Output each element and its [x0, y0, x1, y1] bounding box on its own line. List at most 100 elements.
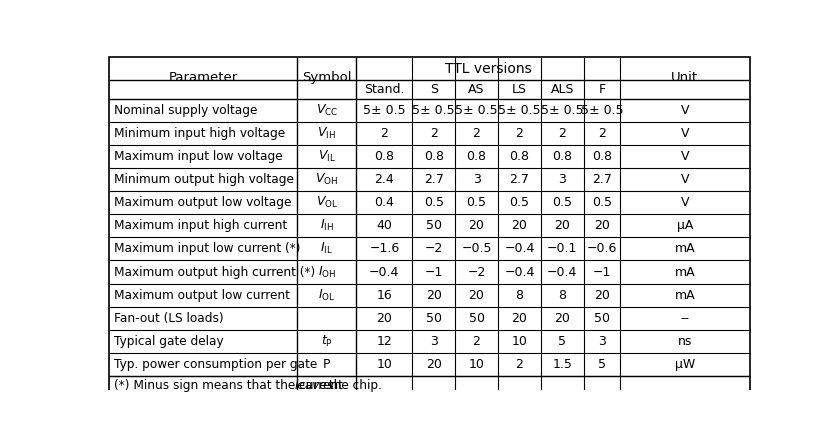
- Text: −1: −1: [592, 265, 611, 279]
- Text: −0.4: −0.4: [547, 265, 577, 279]
- Text: S: S: [430, 83, 437, 96]
- Text: 10: 10: [468, 358, 484, 371]
- Text: ns: ns: [678, 335, 692, 348]
- Text: P: P: [323, 358, 330, 371]
- Text: −1.6: −1.6: [370, 242, 400, 255]
- Text: −1: −1: [425, 265, 442, 279]
- Text: $I_{\mathrm{IL}}$: $I_{\mathrm{IL}}$: [320, 241, 334, 257]
- Text: 2.4: 2.4: [375, 173, 394, 186]
- Text: 20: 20: [426, 289, 442, 302]
- Text: 20: 20: [511, 219, 527, 232]
- Text: 40: 40: [376, 219, 392, 232]
- Text: V: V: [680, 150, 689, 163]
- Text: μA: μA: [677, 219, 693, 232]
- Text: Unit: Unit: [671, 71, 698, 85]
- Text: 8: 8: [558, 289, 566, 302]
- Text: 20: 20: [426, 358, 442, 371]
- Text: 0.5: 0.5: [424, 196, 443, 209]
- Text: 20: 20: [376, 312, 392, 325]
- Text: 5: 5: [558, 335, 566, 348]
- Text: 2: 2: [430, 127, 437, 140]
- Text: 20: 20: [594, 289, 610, 302]
- Text: mA: mA: [675, 265, 696, 279]
- Text: 5± 0.5: 5± 0.5: [455, 104, 498, 117]
- Text: 5± 0.5: 5± 0.5: [541, 104, 583, 117]
- Text: $I_{\mathrm{OH}}$: $I_{\mathrm{OH}}$: [318, 265, 336, 279]
- Text: −0.6: −0.6: [587, 242, 617, 255]
- Text: μW: μW: [675, 358, 695, 371]
- Text: 0.5: 0.5: [552, 196, 572, 209]
- Text: $I_{\mathrm{IH}}$: $I_{\mathrm{IH}}$: [320, 218, 334, 233]
- Text: 1.5: 1.5: [552, 358, 572, 371]
- Text: 2.7: 2.7: [510, 173, 530, 186]
- Text: $V_{\mathrm{OH}}$: $V_{\mathrm{OH}}$: [315, 172, 339, 187]
- Text: 0.5: 0.5: [510, 196, 530, 209]
- Text: 50: 50: [468, 312, 484, 325]
- Text: 0.4: 0.4: [375, 196, 395, 209]
- Text: 12: 12: [376, 335, 392, 348]
- Text: 20: 20: [555, 219, 570, 232]
- Text: Fan-out (LS loads): Fan-out (LS loads): [114, 312, 224, 325]
- Text: 2.7: 2.7: [424, 173, 443, 186]
- Text: 2: 2: [515, 358, 524, 371]
- Text: mA: mA: [675, 289, 696, 302]
- Text: Maximum output high current (*): Maximum output high current (*): [114, 265, 315, 279]
- Text: 20: 20: [468, 219, 484, 232]
- Text: 0.8: 0.8: [592, 150, 612, 163]
- Text: Symbol: Symbol: [302, 71, 351, 85]
- Text: $t_{\mathrm{P}}$: $t_{\mathrm{P}}$: [321, 334, 333, 349]
- Text: 3: 3: [598, 335, 606, 348]
- Text: 3: 3: [473, 173, 480, 186]
- Text: −0.5: −0.5: [461, 242, 492, 255]
- Text: Parameter: Parameter: [168, 71, 238, 85]
- Text: $V_{\mathrm{IH}}$: $V_{\mathrm{IH}}$: [318, 126, 336, 141]
- Text: $I_{\mathrm{OL}}$: $I_{\mathrm{OL}}$: [318, 288, 335, 303]
- Text: 0.8: 0.8: [510, 150, 530, 163]
- Text: $V_{\mathrm{IL}}$: $V_{\mathrm{IL}}$: [318, 149, 336, 164]
- Text: 5± 0.5: 5± 0.5: [412, 104, 455, 117]
- Text: F: F: [598, 83, 606, 96]
- Text: 8: 8: [515, 289, 524, 302]
- Text: V: V: [680, 104, 689, 117]
- Text: −2: −2: [468, 265, 486, 279]
- Text: Maximum input low voltage: Maximum input low voltage: [114, 150, 282, 163]
- Text: Typical gate delay: Typical gate delay: [114, 335, 224, 348]
- Text: 0.8: 0.8: [375, 150, 395, 163]
- Text: 0.5: 0.5: [467, 196, 487, 209]
- Text: 2: 2: [515, 127, 524, 140]
- Text: AS: AS: [468, 83, 484, 96]
- Text: 10: 10: [376, 358, 392, 371]
- Text: Minimum output high voltage: Minimum output high voltage: [114, 173, 294, 186]
- Text: (*) Minus sign means that the current: (*) Minus sign means that the current: [114, 379, 347, 392]
- Text: TTL versions: TTL versions: [445, 62, 532, 76]
- Text: Minimum input high voltage: Minimum input high voltage: [114, 127, 285, 140]
- Text: 2.7: 2.7: [592, 173, 612, 186]
- Text: Nominal supply voltage: Nominal supply voltage: [114, 104, 257, 117]
- Text: −0.4: −0.4: [504, 265, 535, 279]
- Text: ALS: ALS: [551, 83, 574, 96]
- Text: −0.4: −0.4: [504, 242, 535, 255]
- Text: 2: 2: [473, 127, 480, 140]
- Text: mA: mA: [675, 242, 696, 255]
- Text: 20: 20: [555, 312, 570, 325]
- Text: Maximum output low current: Maximum output low current: [114, 289, 290, 302]
- Text: 5: 5: [598, 358, 606, 371]
- Text: 2: 2: [473, 335, 480, 348]
- Text: 3: 3: [558, 173, 566, 186]
- Text: 2: 2: [380, 127, 388, 140]
- Text: 2: 2: [558, 127, 566, 140]
- Text: V: V: [680, 127, 689, 140]
- Text: 50: 50: [594, 312, 610, 325]
- Text: Maximum input low current (*): Maximum input low current (*): [114, 242, 301, 255]
- Text: Typ. power consumption per gate: Typ. power consumption per gate: [114, 358, 318, 371]
- Text: --: --: [680, 312, 690, 325]
- Text: Maximum input high current: Maximum input high current: [114, 219, 287, 232]
- Text: 3: 3: [430, 335, 437, 348]
- Text: $V_{\mathrm{OL}}$: $V_{\mathrm{OL}}$: [316, 195, 338, 210]
- Text: 2: 2: [598, 127, 606, 140]
- Text: 20: 20: [511, 312, 527, 325]
- Text: 0.8: 0.8: [467, 150, 487, 163]
- Text: V: V: [680, 196, 689, 209]
- Text: LS: LS: [512, 83, 527, 96]
- Text: −2: −2: [425, 242, 442, 255]
